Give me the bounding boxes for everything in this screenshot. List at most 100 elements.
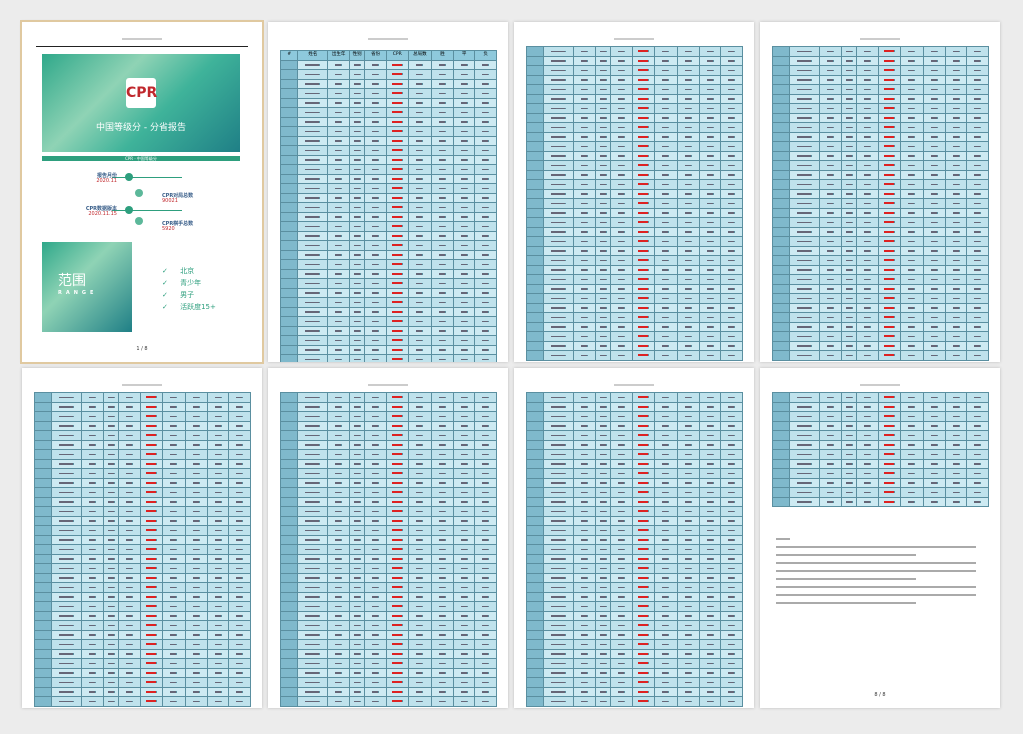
table-cell xyxy=(574,573,596,582)
cell-value xyxy=(170,520,178,522)
table-cell xyxy=(699,132,722,141)
table-cell xyxy=(878,66,901,75)
data-table xyxy=(280,392,497,707)
cell-value xyxy=(353,396,361,398)
cell-value xyxy=(460,662,468,664)
table-cell xyxy=(678,47,700,56)
cell-value xyxy=(353,320,361,322)
cell-value xyxy=(728,250,736,252)
cell-value xyxy=(416,206,424,208)
cell-value xyxy=(797,425,813,427)
table-cell xyxy=(900,94,925,103)
table-cell xyxy=(790,94,821,103)
cell-value xyxy=(416,415,424,417)
cell-value xyxy=(107,624,115,626)
cell-value xyxy=(637,519,649,522)
table-cell xyxy=(632,294,655,303)
table-cell xyxy=(186,440,208,449)
cell-value xyxy=(864,79,872,81)
table-cell xyxy=(82,507,104,516)
cell-value xyxy=(372,396,380,398)
table-cell xyxy=(841,66,858,75)
table-cell xyxy=(82,545,104,554)
cell-value xyxy=(236,634,244,636)
table-cell xyxy=(678,507,700,516)
cell-value xyxy=(662,605,670,607)
table-cell xyxy=(186,668,208,677)
page: 7 / 8 xyxy=(514,368,754,708)
table-cell xyxy=(453,108,476,117)
table-cell xyxy=(408,545,433,554)
table-cell xyxy=(699,151,722,160)
table-cell xyxy=(82,440,104,449)
table-cell xyxy=(945,351,968,360)
table-cell xyxy=(365,649,387,658)
table-cell xyxy=(207,668,230,677)
cell-value xyxy=(482,700,490,702)
table-cell xyxy=(82,469,104,478)
cell-value xyxy=(908,193,916,195)
cell-value xyxy=(618,605,626,607)
cell-value xyxy=(599,155,607,157)
cell-value xyxy=(637,453,649,455)
cell-value xyxy=(684,472,692,474)
cell-value xyxy=(974,212,982,214)
table-cell xyxy=(820,113,842,122)
table-cell xyxy=(365,573,387,582)
cell-value xyxy=(637,97,649,100)
table-cell xyxy=(678,265,700,274)
cell-value xyxy=(482,653,490,655)
table-cell xyxy=(967,265,989,274)
cell-value xyxy=(372,624,380,626)
cell-value xyxy=(706,202,714,204)
cell-value xyxy=(637,567,649,569)
cell-value xyxy=(864,345,872,347)
cell-value xyxy=(482,111,490,113)
table-row xyxy=(773,104,989,114)
table-cell xyxy=(967,189,989,198)
cell-value xyxy=(845,98,853,100)
cell-value xyxy=(126,653,134,655)
table-cell xyxy=(900,246,925,255)
cell-value xyxy=(706,539,714,541)
cell-value xyxy=(797,415,813,417)
page: 6 / 8 xyxy=(268,368,508,708)
cell-value xyxy=(305,558,321,560)
table-cell xyxy=(207,564,230,573)
table-cell xyxy=(475,687,497,696)
cell-value xyxy=(89,691,97,693)
cell-value xyxy=(391,595,403,598)
cell-value xyxy=(930,396,938,398)
cell-value xyxy=(391,614,403,617)
cell-value xyxy=(416,168,424,170)
cell-value xyxy=(930,98,938,100)
cell-value xyxy=(391,130,403,132)
cell-value xyxy=(845,231,853,233)
table-cell xyxy=(678,199,700,208)
table-cell xyxy=(544,535,575,544)
table-cell xyxy=(699,459,722,468)
table-cell xyxy=(475,345,497,354)
table-cell xyxy=(432,488,454,497)
table-cell xyxy=(611,189,633,198)
cell-value xyxy=(416,187,424,189)
cell-value xyxy=(460,130,468,132)
table-cell xyxy=(841,85,858,94)
table-cell xyxy=(408,288,433,297)
table-cell xyxy=(857,94,879,103)
cell-value xyxy=(145,557,157,560)
table-row xyxy=(35,678,251,688)
cell-value xyxy=(335,244,343,246)
table-cell xyxy=(432,592,454,601)
cell-value xyxy=(864,107,872,109)
table-cell xyxy=(841,393,858,402)
table-cell xyxy=(281,412,299,421)
cell-value xyxy=(618,126,626,128)
cell-value xyxy=(930,259,938,261)
table-cell xyxy=(595,640,612,649)
cell-value xyxy=(416,254,424,256)
table-cell xyxy=(945,227,968,236)
table-cell xyxy=(924,431,946,440)
table-cell xyxy=(773,237,791,246)
table-row xyxy=(281,146,497,156)
